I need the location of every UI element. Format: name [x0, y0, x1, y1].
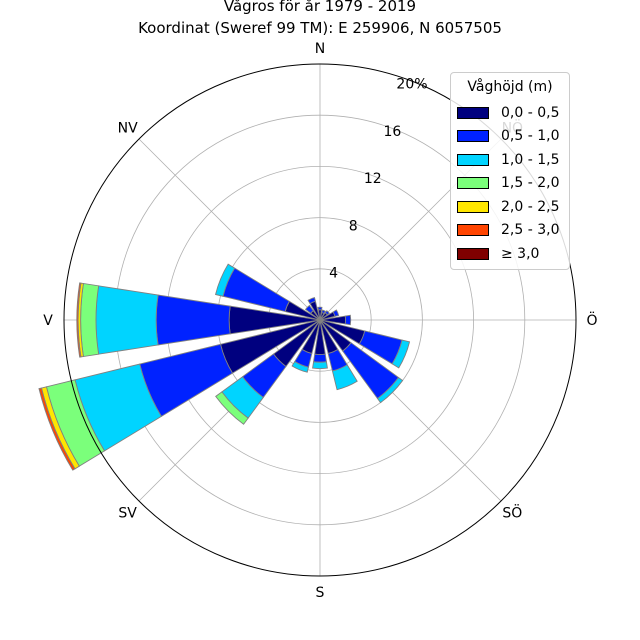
rose-bar-S-bin-2: [312, 361, 328, 370]
rose-bar-NÖ-bin-1: [324, 310, 330, 316]
legend-label: 0,5 - 1,0: [501, 128, 560, 145]
compass-label-nv: NV: [118, 121, 138, 137]
legend-item: 1,0 - 1,5: [457, 148, 563, 172]
rose-bar-SV-bin-3: [215, 391, 249, 425]
compass-label-v: V: [43, 313, 53, 329]
compass-label-sv: SV: [118, 505, 137, 521]
legend-swatch: [457, 153, 489, 166]
legend-swatch: [457, 177, 489, 190]
legend-item: 1,5 - 2,0: [457, 172, 563, 196]
rose-bar-NNÖ-bin-1: [321, 309, 326, 315]
chart-title: Vågros för år 1979 - 2019: [223, 0, 417, 15]
legend-swatch: [457, 200, 489, 213]
legend-item: 2,0 - 2,5: [457, 195, 563, 219]
rose-bar-ÖSÖ-bin-2: [391, 339, 411, 369]
legend-swatch: [457, 247, 489, 260]
legend-label: 1,0 - 1,5: [501, 151, 560, 168]
rose-bar-SSV-bin-2: [291, 360, 310, 373]
legend-item: ≥ 3,0: [457, 242, 563, 266]
radial-gridline: [138, 138, 321, 321]
rose-bar-VNV-bin-1: [222, 267, 290, 313]
rose-bar-SÖ-bin-2: [376, 376, 404, 404]
rose-bar-NNV-bin-1: [307, 297, 316, 305]
rose-bar-NV-bin-1: [304, 304, 314, 314]
legend-title: Våghöjd (m): [467, 79, 553, 95]
legend-item: 2,5 - 3,0: [457, 219, 563, 243]
rose-bar-V-bin-5: [76, 282, 82, 358]
radial-tick-label: 16: [383, 124, 401, 140]
radial-tick-label: 12: [364, 171, 382, 187]
chart-subtitle: Koordinat (Sweref 99 TM): E 259906, N 60…: [138, 19, 502, 37]
rose-bar-V-bin-2: [95, 285, 159, 355]
legend-label: 1,5 - 2,0: [501, 175, 560, 192]
compass-label-n: N: [315, 41, 325, 57]
rose-bar-Ö-bin-1: [344, 314, 352, 326]
legend-label: ≥ 3,0: [501, 245, 540, 262]
legend-swatch: [457, 224, 489, 237]
legend-swatch: [457, 130, 489, 143]
compass-label-ö: Ö: [586, 311, 597, 329]
rose-bar-N-bin-1: [317, 306, 323, 311]
radial-tick-label: 4: [329, 266, 338, 282]
rose-bar-S-bin-1: [313, 353, 327, 363]
legend-label: 2,5 - 3,0: [501, 222, 560, 239]
rose-bar-ÖNÖ-bin-1: [332, 309, 340, 317]
legend: Våghöjd (m) 0,0 - 0,5 0,5 - 1,0 1,0 - 1,5 1…: [450, 72, 570, 270]
compass-label-s: S: [316, 585, 325, 601]
rose-bar-VNV-bin-2: [215, 263, 236, 297]
legend-label: 2,0 - 2,5: [501, 198, 560, 215]
legend-item: 0,0 - 0,5: [457, 101, 563, 125]
rose-bar-VSV-bin-5: [38, 387, 76, 471]
radial-tick-label: 20%: [396, 76, 427, 92]
rose-bar-SSÖ-bin-2: [331, 364, 358, 391]
legend-item: 0,5 - 1,0: [457, 125, 563, 149]
legend-swatch: [457, 106, 489, 119]
compass-label-sö: SÖ: [502, 503, 522, 521]
radial-tick-label: 8: [349, 218, 358, 234]
legend-label: 0,0 - 0,5: [501, 104, 560, 121]
rose-bar-V-bin-3: [80, 282, 100, 358]
outer-frame: [63, 63, 577, 577]
